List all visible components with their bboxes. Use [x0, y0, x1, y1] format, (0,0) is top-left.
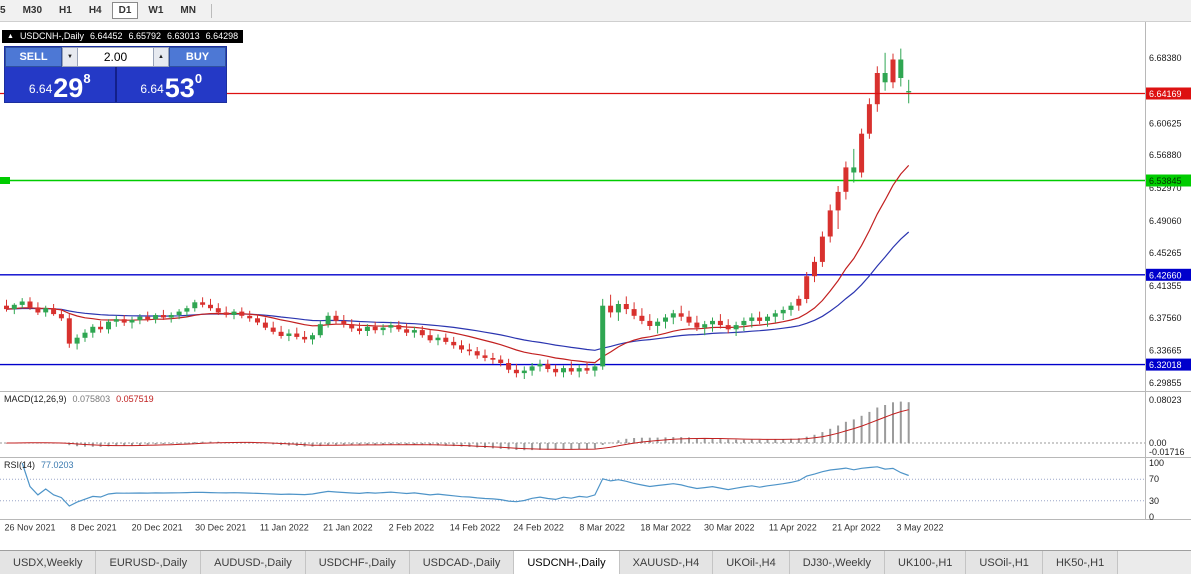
- trade-controls-row: SELL ▼ 2.00 ▲ BUY: [5, 47, 226, 67]
- svg-text:6.56880: 6.56880: [1149, 150, 1182, 160]
- svg-text:0.00: 0.00: [1149, 438, 1167, 448]
- bid-price[interactable]: 6.64 29 8: [5, 67, 115, 102]
- timeframe-button-d1[interactable]: D1: [111, 2, 139, 19]
- svg-text:6.52970: 6.52970: [1149, 183, 1182, 193]
- bid-ask-display: 6.64 29 8 6.64 53 0: [5, 67, 226, 102]
- rsi-pane: 100 70 30 0: [0, 458, 1164, 522]
- svg-text:6.41355: 6.41355: [1149, 281, 1182, 291]
- chart-tab-dj30-weekly[interactable]: DJ30-,Weekly: [789, 551, 885, 574]
- svg-text:70: 70: [1149, 474, 1159, 484]
- timeframe-toolbar: 5 M30 H1 H4 D1 W1 MN: [0, 0, 1191, 22]
- svg-text:18 Mar 2022: 18 Mar 2022: [640, 523, 691, 533]
- macd-pane: 0.08023 0.00-0.01716: [0, 395, 1185, 457]
- bid-pip-digit: 8: [83, 71, 91, 86]
- buy-button[interactable]: BUY: [169, 47, 226, 67]
- svg-text:6.53845: 6.53845: [1149, 176, 1182, 186]
- macd-indicator-label: MACD(12,26,9) 0.075803 0.057519: [4, 394, 154, 404]
- ohlc-open: 6.64452: [89, 31, 123, 41]
- svg-text:6.33665: 6.33665: [1149, 346, 1182, 356]
- svg-text:-0.01716: -0.01716: [1149, 447, 1185, 457]
- svg-text:2 Feb 2022: 2 Feb 2022: [389, 523, 435, 533]
- svg-text:21 Jan 2022: 21 Jan 2022: [323, 523, 373, 533]
- svg-text:14 Feb 2022: 14 Feb 2022: [450, 523, 501, 533]
- svg-text:11 Jan 2022: 11 Jan 2022: [260, 523, 309, 533]
- svg-text:6.60625: 6.60625: [1149, 118, 1182, 128]
- chart-tabbar: USDX,Weekly EURUSD-,Daily AUDUSD-,Daily USD…: [0, 550, 1191, 574]
- price-chart[interactable]: 6.68380 6.60625 6.56880 6.52970 6.49060 6.452…: [0, 22, 1191, 535]
- ask-prefix: 6.64: [140, 82, 164, 96]
- svg-text:6.29855: 6.29855: [1149, 378, 1182, 388]
- horizontal-levels[interactable]: [0, 177, 1145, 366]
- chart-tab-uk100-h1[interactable]: UK100-,H1: [885, 551, 967, 574]
- chart-tab-usoil-h1[interactable]: USOil-,H1: [966, 551, 1043, 574]
- chart-tab-xauusd-h4[interactable]: XAUUSD-,H4: [619, 551, 714, 574]
- svg-text:0.08023: 0.08023: [1149, 395, 1182, 405]
- svg-text:6.68380: 6.68380: [1149, 53, 1182, 63]
- bid-prefix: 6.64: [28, 82, 53, 96]
- timeframe-button-w1[interactable]: W1: [141, 2, 170, 19]
- svg-text:3 May 2022: 3 May 2022: [896, 523, 943, 533]
- svg-text:30 Mar 2022: 30 Mar 2022: [704, 523, 755, 533]
- chart-tab-usdchf-daily[interactable]: USDCHF-,Daily: [305, 551, 410, 574]
- timeframe-button-m30[interactable]: M30: [16, 2, 49, 19]
- svg-text:30: 30: [1149, 496, 1159, 506]
- chart-tab-audusd-daily[interactable]: AUDUSD-,Daily: [201, 551, 306, 574]
- svg-text:6.49060: 6.49060: [1149, 216, 1182, 226]
- price-axis[interactable]: 6.68380 6.60625 6.56880 6.52970 6.49060 6.452…: [1146, 53, 1191, 388]
- ask-price[interactable]: 6.64 53 0: [117, 67, 227, 102]
- svg-text:8 Mar 2022: 8 Mar 2022: [579, 523, 625, 533]
- up-arrow-icon: ▲: [7, 33, 14, 40]
- macd-signal-value: 0.057519: [116, 394, 154, 404]
- chart-tab-usdcad-daily[interactable]: USDCAD-,Daily: [409, 551, 515, 574]
- chart-tab-usdx-weekly[interactable]: USDX,Weekly: [0, 551, 97, 574]
- rsi-indicator-label: RSI(14) 77.0203: [4, 460, 74, 470]
- date-axis[interactable]: 26 Nov 2021 8 Dec 2021 20 Dec 2021 30 Dec 2…: [4, 523, 943, 533]
- symbol-ohlc-header: ▲ USDCNH-,Daily 6.64452 6.65792 6.63013 …: [2, 30, 244, 43]
- rsi-name: RSI(14): [4, 460, 36, 470]
- svg-text:20 Dec 2021: 20 Dec 2021: [132, 523, 183, 533]
- svg-text:8 Dec 2021: 8 Dec 2021: [71, 523, 117, 533]
- chart-tab-ukoil-h4[interactable]: UKOil-,H4: [713, 551, 790, 574]
- timeframe-button-h4[interactable]: H4: [82, 2, 109, 19]
- toolbar-separator: [210, 3, 212, 18]
- svg-text:21 Apr 2022: 21 Apr 2022: [832, 523, 881, 533]
- svg-text:6.45265: 6.45265: [1149, 248, 1182, 258]
- svg-text:11 Apr 2022: 11 Apr 2022: [769, 523, 817, 533]
- pane-separators: [0, 22, 1191, 520]
- symbol-name: USDCNH-,Daily: [19, 31, 84, 41]
- svg-text:6.64169: 6.64169: [1149, 89, 1182, 99]
- svg-text:6.37560: 6.37560: [1149, 313, 1182, 323]
- svg-text:6.42660: 6.42660: [1149, 270, 1182, 280]
- bid-big-digits: 29: [53, 73, 84, 104]
- chart-area: 6.68380 6.60625 6.56880 6.52970 6.49060 6.452…: [0, 22, 1191, 535]
- volume-increase-button[interactable]: ▲: [153, 47, 169, 67]
- timeframe-button-5[interactable]: 5: [0, 2, 13, 19]
- macd-name: MACD(12,26,9): [4, 394, 67, 404]
- one-click-trading-panel: SELL ▼ 2.00 ▲ BUY 6.64 29 8 6.64 53 0: [4, 46, 227, 103]
- price-divider: [114, 67, 117, 102]
- svg-text:26 Nov 2021: 26 Nov 2021: [4, 523, 55, 533]
- ohlc-close: 6.64298: [205, 31, 239, 41]
- chart-tab-usdcnh-daily[interactable]: USDCNH-,Daily: [514, 551, 620, 574]
- sell-button[interactable]: SELL: [5, 47, 62, 67]
- timeframe-button-h1[interactable]: H1: [52, 2, 79, 19]
- svg-text:6.32018: 6.32018: [1149, 360, 1182, 370]
- svg-text:0: 0: [1149, 512, 1154, 522]
- ohlc-low: 6.63013: [167, 31, 200, 41]
- ask-pip-digit: 0: [194, 71, 203, 86]
- svg-text:24 Feb 2022: 24 Feb 2022: [513, 523, 564, 533]
- macd-value: 0.075803: [72, 394, 111, 404]
- volume-input[interactable]: 2.00: [78, 47, 153, 67]
- ask-big-digits: 53: [164, 73, 195, 104]
- rsi-value: 77.0203: [41, 460, 74, 470]
- chart-tab-hk50-h1[interactable]: HK50-,H1: [1042, 551, 1119, 574]
- chart-tab-eurusd-daily[interactable]: EURUSD-,Daily: [96, 551, 202, 574]
- svg-text:30 Dec 2021: 30 Dec 2021: [195, 523, 246, 533]
- svg-text:100: 100: [1149, 458, 1164, 468]
- timeframe-button-mn[interactable]: MN: [173, 2, 203, 19]
- candles: [4, 48, 912, 379]
- volume-decrease-button[interactable]: ▼: [62, 47, 78, 67]
- ohlc-high: 6.65792: [128, 31, 162, 41]
